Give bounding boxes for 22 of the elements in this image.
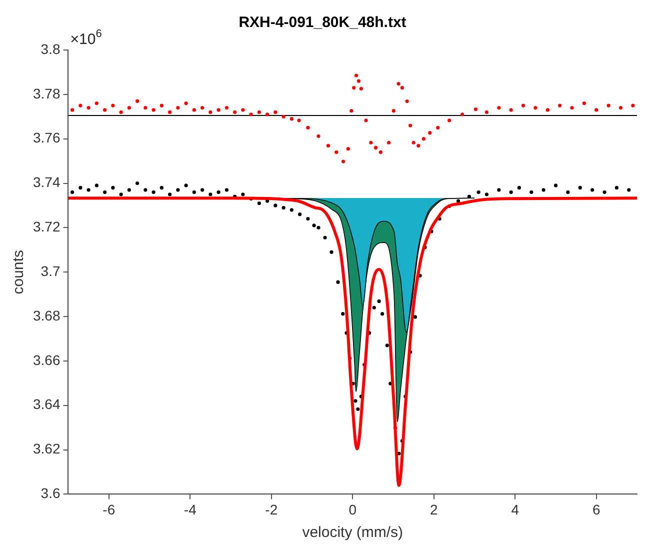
line-series bbox=[68, 196, 637, 487]
y-tick-label: 3.66 bbox=[33, 352, 60, 368]
y-tick-label: 3.62 bbox=[33, 440, 60, 457]
x-axis-title: velocity (mm/s) bbox=[302, 524, 404, 542]
chart-title: RXH-4-091_80K_48h.txt bbox=[238, 14, 406, 32]
y-tick-label: 3.72 bbox=[33, 218, 60, 235]
y-tick-label: 3.68 bbox=[33, 307, 60, 324]
x-tick-label: 4 bbox=[511, 501, 520, 518]
x-tick-label: -6 bbox=[102, 501, 116, 518]
x-tick-label: -4 bbox=[184, 501, 197, 518]
y-tick-label: 3.78 bbox=[33, 85, 60, 102]
y-tick-label: 3.64 bbox=[33, 396, 60, 412]
y-axis-title: counts bbox=[10, 250, 28, 294]
y-tick-label: 3.76 bbox=[33, 130, 60, 146]
x-tick-label: 0 bbox=[348, 501, 357, 518]
y-tick-label: 3.7 bbox=[40, 262, 60, 279]
y-tick-label: 3.74 bbox=[33, 174, 60, 190]
y-tick-label: 3.8 bbox=[40, 40, 60, 57]
y-tick-label: 3.6 bbox=[40, 485, 60, 502]
x-tick-label: 2 bbox=[430, 501, 438, 518]
x-tick-label: -2 bbox=[265, 501, 278, 518]
x-tick-label: 6 bbox=[592, 501, 600, 518]
